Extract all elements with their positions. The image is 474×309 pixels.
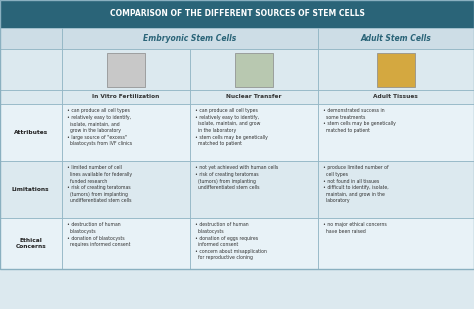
Text: Adult Tissues: Adult Tissues bbox=[374, 94, 418, 99]
Text: COMPARISON OF THE DIFFERENT SOURCES OF STEM CELLS: COMPARISON OF THE DIFFERENT SOURCES OF S… bbox=[109, 9, 365, 19]
FancyBboxPatch shape bbox=[0, 49, 62, 90]
FancyBboxPatch shape bbox=[0, 161, 62, 218]
Text: • can produce all cell types
• relatively easy to identify,
  isolate, maintain,: • can produce all cell types • relativel… bbox=[195, 108, 268, 146]
FancyBboxPatch shape bbox=[0, 28, 62, 49]
FancyBboxPatch shape bbox=[318, 161, 474, 218]
Text: Adult Stem Cells: Adult Stem Cells bbox=[360, 34, 431, 43]
FancyBboxPatch shape bbox=[62, 49, 190, 90]
FancyBboxPatch shape bbox=[107, 53, 145, 87]
FancyBboxPatch shape bbox=[318, 218, 474, 269]
Text: • no major ethical concerns
  have been raised: • no major ethical concerns have been ra… bbox=[323, 222, 387, 234]
FancyBboxPatch shape bbox=[0, 218, 62, 269]
FancyBboxPatch shape bbox=[62, 218, 190, 269]
Text: • destruction of human
  blastocysts
• donation of blastocysts
  requires inform: • destruction of human blastocysts • don… bbox=[67, 222, 131, 247]
FancyBboxPatch shape bbox=[62, 161, 190, 218]
FancyBboxPatch shape bbox=[318, 90, 474, 104]
Text: • limited number of cell
  lines available for federally
  funded research
• ris: • limited number of cell lines available… bbox=[67, 165, 132, 203]
FancyBboxPatch shape bbox=[318, 49, 474, 90]
FancyBboxPatch shape bbox=[377, 53, 415, 87]
Text: • can produce all cell types
• relatively easy to identify,
  isolate, maintain,: • can produce all cell types • relativel… bbox=[67, 108, 132, 146]
FancyBboxPatch shape bbox=[62, 28, 318, 49]
Text: Attributes: Attributes bbox=[14, 129, 48, 135]
FancyBboxPatch shape bbox=[190, 104, 318, 161]
Text: • destruction of human
  blastocysts
• donation of eggs requires
  informed cons: • destruction of human blastocysts • don… bbox=[195, 222, 267, 260]
Text: Embryonic Stem Cells: Embryonic Stem Cells bbox=[143, 34, 236, 43]
Text: Limitations: Limitations bbox=[12, 187, 50, 192]
FancyBboxPatch shape bbox=[190, 161, 318, 218]
FancyBboxPatch shape bbox=[190, 218, 318, 269]
Text: Nuclear Transfer: Nuclear Transfer bbox=[226, 94, 282, 99]
FancyBboxPatch shape bbox=[62, 104, 190, 161]
FancyBboxPatch shape bbox=[235, 53, 273, 87]
FancyBboxPatch shape bbox=[190, 90, 318, 104]
FancyBboxPatch shape bbox=[318, 28, 474, 49]
FancyBboxPatch shape bbox=[0, 90, 62, 104]
FancyBboxPatch shape bbox=[318, 104, 474, 161]
Text: In Vitro Fertilization: In Vitro Fertilization bbox=[92, 94, 159, 99]
FancyBboxPatch shape bbox=[0, 104, 62, 161]
Text: Ethical
Concerns: Ethical Concerns bbox=[16, 238, 46, 249]
FancyBboxPatch shape bbox=[190, 49, 318, 90]
Text: • produce limited number of
  cell types
• not found in all tissues
• difficult : • produce limited number of cell types •… bbox=[323, 165, 389, 203]
Text: • demonstrated success in
  some treatments
• stem cells may be genetically
  ma: • demonstrated success in some treatment… bbox=[323, 108, 396, 133]
Text: • not yet achieved with human cells
• risk of creating teratomas
  (tumors) from: • not yet achieved with human cells • ri… bbox=[195, 165, 279, 190]
FancyBboxPatch shape bbox=[62, 90, 190, 104]
FancyBboxPatch shape bbox=[0, 0, 474, 28]
